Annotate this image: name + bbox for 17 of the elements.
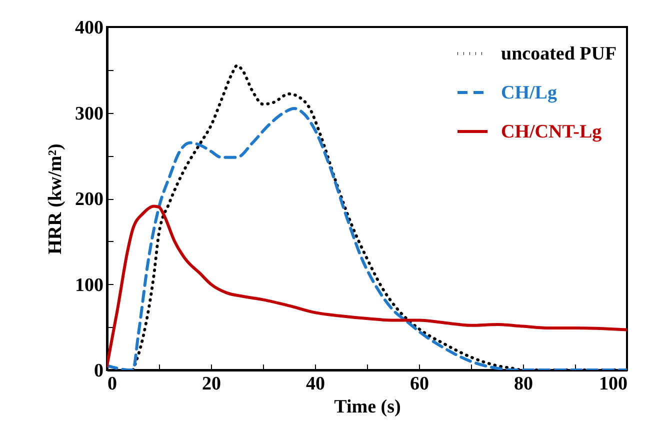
y-tick-label: 100 — [75, 274, 104, 296]
x-tick-label: 40 — [306, 374, 325, 394]
y-tick-label: 300 — [75, 103, 104, 124]
legend-label: CH/CNT-Lg — [501, 122, 602, 142]
x-tick-label: 60 — [410, 374, 429, 394]
line-series — [107, 204, 627, 368]
y-tick-label: 400 — [75, 18, 104, 38]
y-tick-label: 200 — [75, 189, 104, 210]
x-axis-title: Time (s) — [334, 396, 401, 418]
x-tick-label: 100 — [599, 374, 628, 394]
x-tick-label: 80 — [514, 374, 533, 394]
y-axis-title: HRR (kw/m²) — [45, 144, 66, 254]
legend-label: uncoated PUF — [501, 44, 617, 64]
x-tick-label: 20 — [202, 374, 221, 394]
x-tick-label: 0 — [108, 374, 117, 394]
y-tick-label: 0 — [94, 360, 104, 382]
legend-label: CH/Lg — [501, 82, 558, 104]
